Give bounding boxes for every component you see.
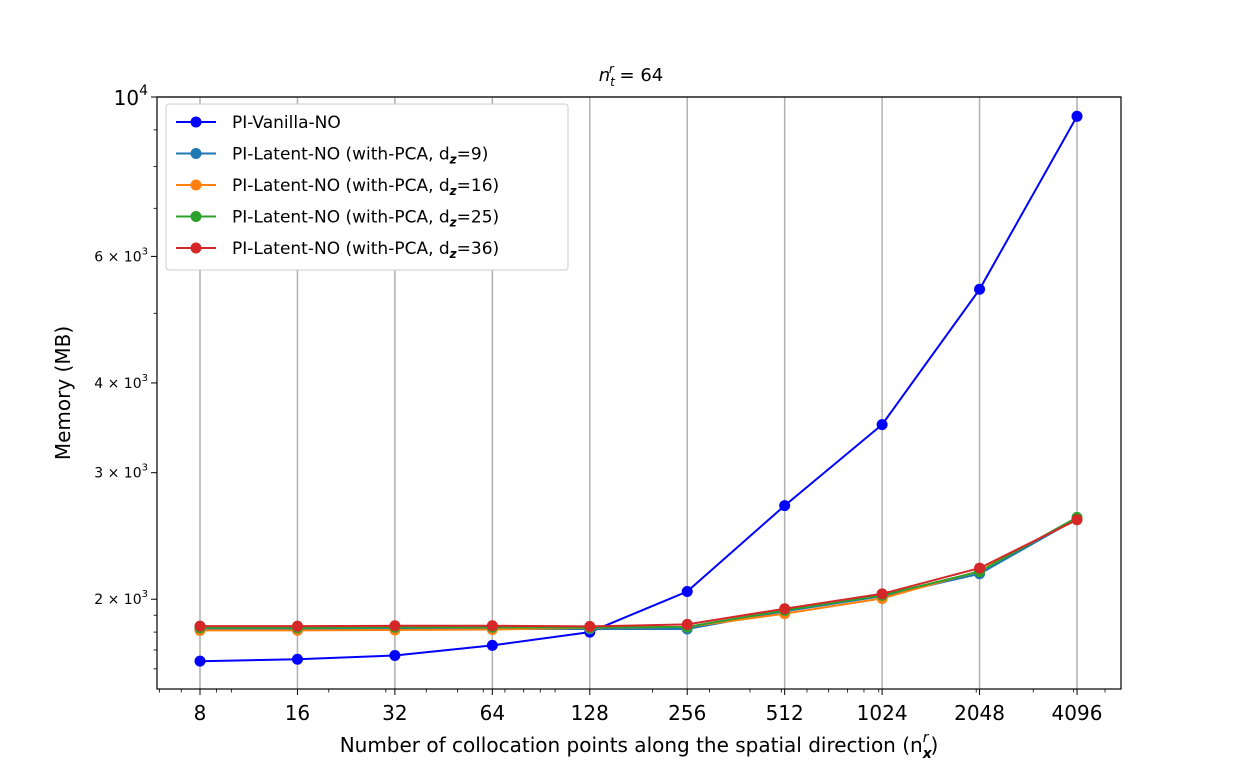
y-tick-label: 104 <box>114 83 148 110</box>
legend-label: PI-Latent-NO (with-PCA, dz=9) <box>232 145 488 167</box>
series-line <box>199 115 1078 663</box>
legend-label: PI-Latent-NO (with-PCA, dz=36) <box>232 239 499 261</box>
series-group <box>194 110 1083 667</box>
series-line <box>200 516 1078 629</box>
x-tick-label: 1024 <box>857 701 908 725</box>
data-point <box>194 655 206 667</box>
legend-marker <box>190 242 202 254</box>
data-point <box>1071 514 1083 526</box>
x-axis: 8 16 32 64 128 256 512 1024 2048 4096 <box>159 689 1106 725</box>
legend: PI-Vanilla-NO PI-Latent-NO (with-PCA, dz=… <box>165 103 569 271</box>
data-point <box>1071 110 1083 122</box>
data-point <box>974 562 986 574</box>
legend-box <box>165 103 569 271</box>
legend-marker <box>190 211 202 222</box>
legend-item: PI-Latent-NO (with-PCA, dz=9) <box>176 145 488 167</box>
x-tick-label: 512 <box>766 701 804 725</box>
series-5 <box>194 514 1083 632</box>
data-point <box>876 588 888 600</box>
legend-item: PI-Latent-NO (with-PCA, dz=16) <box>176 176 499 198</box>
x-tick-label: 16 <box>285 701 310 725</box>
data-point <box>584 620 596 632</box>
legend-item: PI-Latent-NO (with-PCA, dz=36) <box>176 239 499 261</box>
data-point <box>291 620 303 632</box>
y-tick-label: 6 × 103 <box>94 246 148 265</box>
legend-item: PI-Vanilla-NO <box>176 113 341 133</box>
x-tick-label: 128 <box>571 701 609 725</box>
y-tick-label: 2 × 103 <box>94 589 148 608</box>
y-tick-label: 4 × 103 <box>94 373 148 392</box>
data-point <box>389 649 401 661</box>
legend-label: PI-Vanilla-NO <box>232 113 341 133</box>
data-point <box>194 620 206 632</box>
plot-frame <box>156 96 1122 690</box>
x-tick-label: 64 <box>480 701 505 725</box>
data-point <box>779 500 791 512</box>
x-axis-label: Number of collocation points along the s… <box>340 730 939 762</box>
data-point <box>389 620 401 632</box>
x-tick-label: 2048 <box>954 701 1005 725</box>
legend-marker <box>190 116 202 128</box>
legend-marker <box>190 179 202 191</box>
legend-label: PI-Latent-NO (with-PCA, dz=16) <box>232 176 499 198</box>
data-point <box>486 639 498 651</box>
x-tick-label: 4096 <box>1052 701 1103 725</box>
data-point <box>974 283 986 295</box>
data-point <box>681 586 693 598</box>
y-axis-label: Memory (MB) <box>51 326 75 460</box>
chart-title: ntr = 64 <box>599 62 664 89</box>
data-point <box>681 618 693 630</box>
data-point <box>486 620 498 632</box>
x-tick-label: 8 <box>194 701 207 725</box>
legend-label: PI-Latent-NO (with-PCA, dz=25) <box>232 208 499 230</box>
series-line <box>200 518 1078 628</box>
data-point <box>291 653 303 665</box>
legend-item: PI-Latent-NO (with-PCA, dz=25) <box>176 208 499 230</box>
x-tick-label: 32 <box>382 701 407 725</box>
y-axis: 2 × 103 3 × 103 4 × 103 6 × 103 104 <box>94 83 157 670</box>
y-tick-label: 3 × 103 <box>94 463 148 482</box>
x-tick-label: 256 <box>668 701 706 725</box>
legend-marker <box>190 148 202 159</box>
data-point <box>779 603 791 615</box>
data-point <box>876 419 888 431</box>
